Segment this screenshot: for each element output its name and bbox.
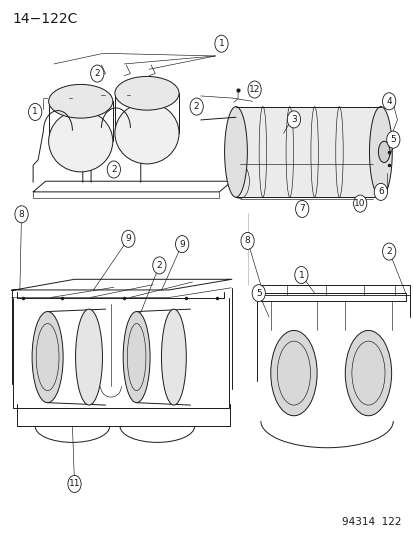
Text: 5: 5: [255, 289, 261, 297]
Text: 9: 9: [125, 235, 131, 243]
Text: 8: 8: [19, 210, 24, 219]
Ellipse shape: [49, 111, 112, 172]
Text: 8: 8: [244, 237, 250, 245]
Circle shape: [175, 236, 188, 253]
Text: 2: 2: [111, 165, 116, 174]
Circle shape: [107, 161, 120, 178]
Text: 94314  122: 94314 122: [341, 516, 401, 527]
Ellipse shape: [75, 309, 102, 405]
Text: 10: 10: [354, 199, 365, 208]
Circle shape: [240, 232, 254, 249]
Text: 6: 6: [377, 188, 383, 196]
Ellipse shape: [230, 164, 249, 198]
Ellipse shape: [270, 330, 316, 416]
Circle shape: [294, 266, 307, 284]
Ellipse shape: [49, 84, 112, 118]
Circle shape: [247, 81, 261, 98]
Ellipse shape: [368, 107, 392, 197]
Text: 2: 2: [94, 69, 100, 78]
Circle shape: [121, 230, 135, 247]
Ellipse shape: [32, 311, 63, 403]
Text: 2: 2: [193, 102, 199, 111]
Circle shape: [373, 183, 387, 200]
Text: 7: 7: [299, 205, 304, 213]
Circle shape: [28, 103, 42, 120]
Circle shape: [90, 65, 104, 82]
Circle shape: [190, 98, 203, 115]
Text: 1: 1: [218, 39, 224, 48]
Ellipse shape: [377, 141, 389, 163]
Text: 4: 4: [385, 97, 391, 106]
Circle shape: [287, 111, 300, 128]
Circle shape: [68, 475, 81, 492]
Ellipse shape: [224, 107, 247, 197]
Ellipse shape: [161, 309, 186, 405]
Text: 2: 2: [385, 247, 391, 256]
Circle shape: [214, 35, 228, 52]
Circle shape: [386, 131, 399, 148]
Circle shape: [295, 200, 308, 217]
Text: 5: 5: [389, 135, 395, 144]
Text: 3: 3: [290, 115, 296, 124]
Ellipse shape: [114, 102, 178, 164]
Circle shape: [15, 206, 28, 223]
Text: 1: 1: [298, 271, 304, 279]
Text: 2: 2: [156, 261, 162, 270]
Ellipse shape: [344, 330, 391, 416]
Text: 12: 12: [248, 85, 260, 94]
Circle shape: [252, 285, 265, 302]
Circle shape: [353, 195, 366, 212]
Text: 9: 9: [179, 240, 185, 248]
Text: 1: 1: [32, 108, 38, 116]
Circle shape: [382, 93, 395, 110]
Circle shape: [382, 243, 395, 260]
Text: 14−122C: 14−122C: [12, 12, 78, 26]
Ellipse shape: [114, 76, 178, 110]
Circle shape: [152, 257, 166, 274]
Ellipse shape: [123, 311, 150, 403]
Text: 11: 11: [69, 480, 80, 488]
